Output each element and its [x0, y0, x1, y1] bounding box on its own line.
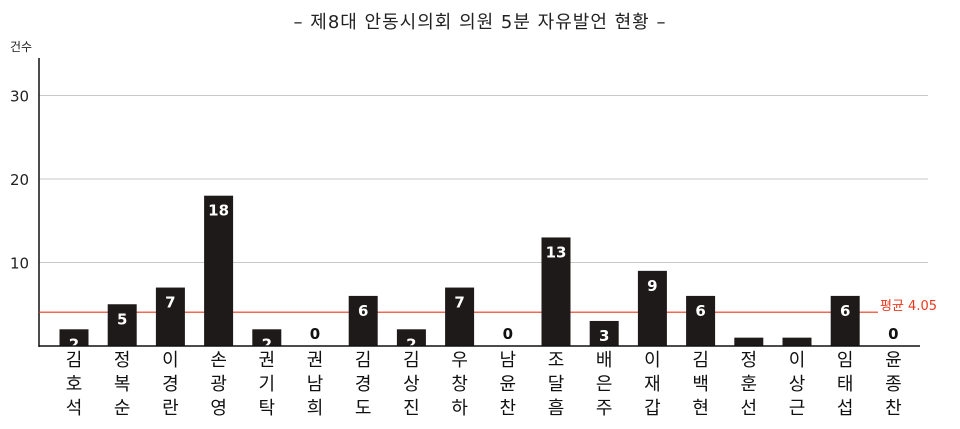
x-tick-label: 주: [596, 398, 613, 419]
x-tick-label: 섭: [837, 398, 854, 419]
data-label: 0: [888, 325, 898, 343]
x-tick-label: 찬: [500, 398, 517, 419]
data-label: 0: [503, 325, 513, 343]
x-tick-label: 이: [789, 350, 806, 371]
x-tick-label: 진: [403, 398, 420, 419]
x-tick-label: 김: [66, 350, 83, 371]
x-tick-label: 영: [210, 398, 227, 419]
y-axis-label: 건수: [10, 40, 33, 54]
data-label: 7: [454, 294, 464, 312]
x-tick-label: 정: [114, 350, 131, 371]
data-label: 1: [744, 344, 754, 362]
x-tick-label: 상: [789, 374, 806, 395]
x-tick-label: 우: [451, 350, 468, 371]
data-label: 2: [262, 335, 272, 353]
y-tick-label: 30: [10, 88, 29, 106]
bar: [830, 295, 860, 346]
y-tick-label: 20: [10, 171, 29, 189]
bar: [252, 329, 282, 346]
bar: [445, 287, 475, 346]
bar: [686, 295, 716, 346]
x-tick-label: 현: [692, 398, 709, 419]
x-tick-label: 복: [114, 374, 131, 395]
data-label: 1: [792, 344, 802, 362]
x-tick-label: 도: [355, 398, 372, 419]
x-tick-label: 호: [66, 374, 83, 395]
x-tick-label: 백: [692, 374, 709, 395]
x-tick-label: 윤: [885, 350, 902, 371]
x-tick-label: 태: [837, 374, 854, 395]
data-label: 6: [840, 302, 850, 320]
data-label: 6: [358, 302, 368, 320]
x-tick-label: 희: [307, 398, 324, 419]
chart-title: – 제8대 안동시의회 의원 5분 자유발언 현황 –: [293, 12, 667, 33]
data-label: 3: [599, 327, 609, 345]
bar: [396, 329, 426, 346]
x-tick-label: 배: [596, 350, 613, 371]
x-tick-label: 이: [644, 350, 661, 371]
data-label: 5: [117, 310, 127, 328]
data-label: 18: [208, 202, 229, 220]
x-tick-label: 란: [162, 398, 179, 419]
bar: [204, 195, 234, 346]
x-tick-label: 기: [259, 374, 276, 395]
data-label: 7: [165, 294, 175, 312]
x-tick-label: 윤: [500, 374, 517, 395]
x-tick-label: 창: [451, 374, 468, 395]
bar: [348, 295, 378, 346]
x-tick-label: 김: [692, 350, 709, 371]
bar: [541, 237, 571, 346]
x-tick-label: 남: [307, 374, 324, 395]
x-tick-label: 종: [885, 374, 902, 395]
x-tick-label: 선: [741, 398, 758, 419]
x-tick-label: 달: [548, 374, 565, 395]
data-label: 9: [647, 277, 657, 295]
bar: [155, 287, 185, 346]
x-tick-label: 경: [162, 374, 179, 395]
x-tick-label: 김: [355, 350, 372, 371]
bar: [589, 320, 619, 346]
bar: [107, 304, 137, 346]
x-tick-label: 은: [596, 374, 613, 395]
x-tick-label: 석: [66, 398, 83, 419]
data-label: 0: [310, 325, 320, 343]
data-label: 13: [546, 243, 567, 261]
bar: [59, 329, 89, 346]
x-tick-label: 권: [307, 350, 324, 371]
bar: [782, 337, 812, 346]
x-tick-label: 김: [403, 350, 420, 371]
x-tick-label: 순: [114, 398, 131, 419]
x-tick-label: 임: [837, 350, 854, 371]
x-tick-label: 이: [162, 350, 179, 371]
x-tick-label: 훈: [741, 374, 758, 395]
x-tick-label: 하: [451, 398, 468, 419]
x-tick-label: 근: [789, 398, 806, 419]
y-tick-label: 10: [10, 255, 29, 273]
bar: [637, 270, 667, 346]
x-tick-label: 권: [259, 350, 276, 371]
x-tick-label: 광: [210, 374, 227, 395]
x-tick-label: 찬: [885, 398, 902, 419]
x-tick-label: 갑: [644, 398, 661, 419]
data-label: 2: [406, 335, 416, 353]
x-tick-label: 상: [403, 374, 420, 395]
bar: [734, 337, 764, 346]
x-tick-label: 탁: [259, 398, 276, 419]
x-tick-label: 조: [548, 350, 565, 371]
x-tick-label: 경: [355, 374, 372, 395]
data-label: 6: [695, 302, 705, 320]
x-tick-label: 재: [644, 374, 661, 395]
x-tick-label: 흠: [548, 398, 565, 419]
data-label: 2: [69, 335, 79, 353]
x-tick-label: 손: [210, 350, 227, 371]
average-label: 평균 4.05: [880, 299, 937, 314]
x-tick-label: 정: [741, 350, 758, 371]
x-tick-label: 남: [500, 350, 517, 371]
